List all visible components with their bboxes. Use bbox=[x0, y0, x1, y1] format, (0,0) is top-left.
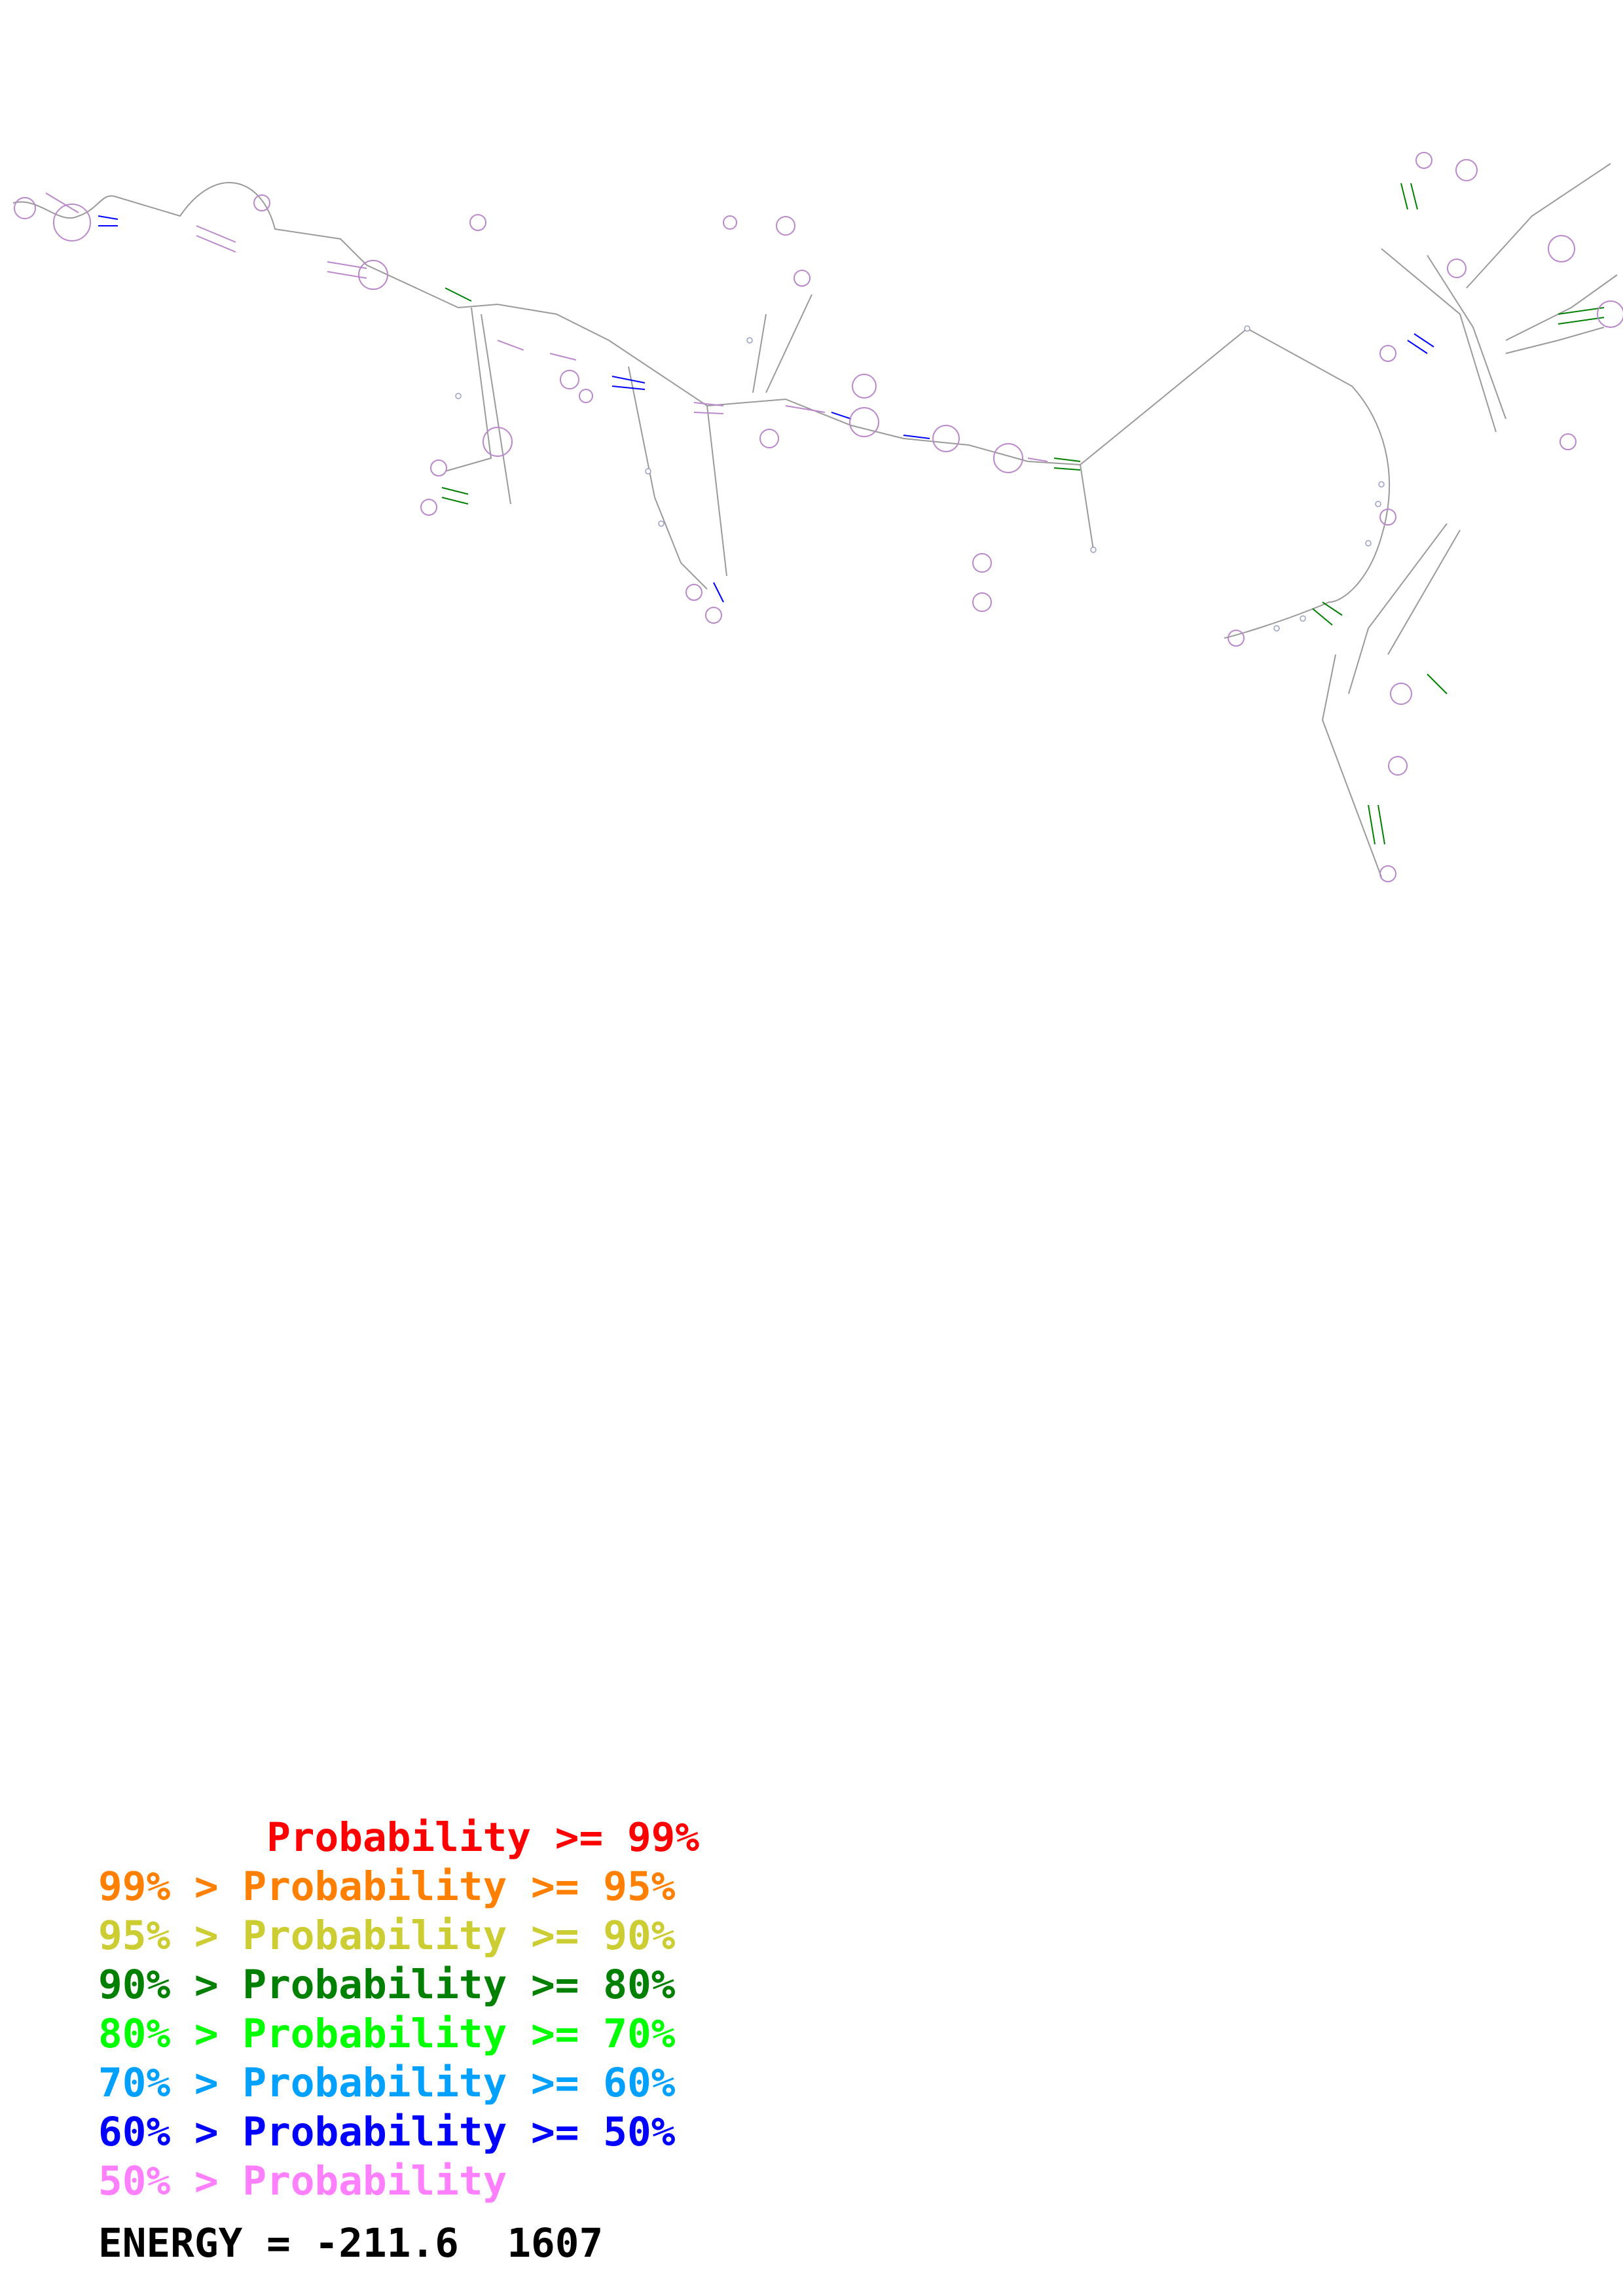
base-marker bbox=[455, 393, 462, 399]
base-marker bbox=[1375, 501, 1381, 507]
rna-helices bbox=[45, 183, 1605, 845]
helix-10 bbox=[831, 412, 930, 439]
base-marker bbox=[1378, 481, 1385, 488]
helix-15 bbox=[1400, 183, 1418, 210]
helix-18 bbox=[1427, 673, 1448, 694]
internal-loop-10 bbox=[1390, 683, 1412, 705]
hairpin-loop-21 bbox=[1228, 630, 1245, 647]
hairpin-loop-16 bbox=[1379, 345, 1396, 362]
hairpin-loop-15 bbox=[1415, 152, 1432, 169]
backbone-segment-right bbox=[1080, 327, 1391, 639]
internal-loop-11 bbox=[1455, 159, 1478, 181]
backbone-branch-2 bbox=[628, 366, 727, 590]
backbone-branch-3 bbox=[752, 294, 812, 393]
backbone-branch-1 bbox=[445, 307, 511, 505]
helix-20 bbox=[713, 582, 724, 603]
hairpin-loop-11 bbox=[972, 553, 992, 573]
helix-14 bbox=[1558, 307, 1605, 325]
helix-19 bbox=[441, 487, 469, 505]
legend-item-8: 50% > Probability bbox=[98, 2158, 507, 2204]
helix-5 bbox=[445, 287, 472, 302]
internal-loop-6 bbox=[849, 407, 879, 437]
helix-17 bbox=[1368, 804, 1385, 845]
hairpin-loop-14 bbox=[705, 607, 722, 624]
hairpin-loop-5 bbox=[420, 499, 437, 516]
hairpin-loop-1 bbox=[14, 197, 36, 219]
helix-13 bbox=[1312, 601, 1343, 626]
legend-item-6: 70% > Probability >= 60% bbox=[98, 2060, 676, 2106]
legend-item-4: 90% > Probability >= 80% bbox=[98, 1962, 676, 2008]
backbone-branch-5 bbox=[1381, 248, 1506, 433]
helix-1 bbox=[45, 192, 79, 213]
hairpin-loop-12 bbox=[972, 592, 992, 612]
hairpin-loop-2 bbox=[253, 194, 270, 211]
hairpin-loop-23 bbox=[1379, 865, 1396, 882]
backbone-branch-4 bbox=[1080, 464, 1094, 550]
backbone-branch-7 bbox=[1321, 654, 1382, 878]
helix-9 bbox=[785, 405, 826, 413]
probability-legend: Probability >= 99% 99% > Probability >= 9… bbox=[98, 1813, 699, 2206]
hairpin-loop-20 bbox=[1379, 509, 1396, 526]
legend-item-3: 95% > Probability >= 90% bbox=[98, 1912, 676, 1959]
hairpin-loop-8 bbox=[776, 216, 795, 236]
legend-item-7: 60% > Probability >= 50% bbox=[98, 2109, 676, 2155]
hairpin-loop-4 bbox=[430, 459, 447, 476]
legend-item-5: 80% > Probability >= 70% bbox=[98, 2011, 676, 2057]
backbone-branch-9 bbox=[1505, 327, 1605, 354]
helix-2 bbox=[98, 215, 119, 226]
energy-label: ENERGY = -211.6 1607 bbox=[98, 2220, 604, 2267]
internal-loop-9 bbox=[1548, 235, 1575, 262]
hairpin-loop-17 bbox=[1447, 259, 1467, 278]
hairpin-loop-10 bbox=[759, 429, 779, 448]
backbone-branch-6 bbox=[1348, 523, 1461, 694]
internal-loop-7 bbox=[932, 425, 960, 452]
base-marker bbox=[1273, 625, 1280, 632]
base-marker bbox=[746, 337, 753, 344]
legend-item-1: Probability >= 99% bbox=[98, 1814, 700, 1861]
internal-loop-2 bbox=[358, 260, 388, 290]
rna-base-markers bbox=[455, 325, 1385, 632]
rna-secondary-structure bbox=[12, 152, 1623, 882]
hairpin-loop-6 bbox=[579, 389, 593, 403]
hairpin-loop-18 bbox=[1597, 300, 1623, 328]
helix-6 bbox=[497, 340, 577, 361]
hairpin-loop-7 bbox=[723, 215, 737, 230]
backbone-branch-8 bbox=[1466, 163, 1618, 341]
hairpin-loop-22 bbox=[1388, 756, 1408, 776]
helix-12 bbox=[1053, 457, 1081, 471]
helix-3 bbox=[196, 225, 236, 253]
rna-backbone bbox=[12, 163, 1618, 878]
internal-loop-8 bbox=[993, 443, 1023, 473]
base-marker bbox=[645, 468, 651, 475]
backbone-segment-left bbox=[12, 182, 1081, 465]
hairpin-loop-19 bbox=[1559, 433, 1577, 450]
hairpin-loop-13 bbox=[685, 584, 702, 601]
hairpin-loop-9 bbox=[793, 270, 811, 287]
base-marker bbox=[1244, 325, 1250, 332]
helix-16 bbox=[1407, 333, 1434, 354]
base-marker bbox=[1090, 547, 1097, 553]
helix-4 bbox=[327, 261, 367, 279]
helix-11 bbox=[1027, 457, 1048, 462]
rna-loops bbox=[14, 152, 1623, 882]
internal-loop-4 bbox=[560, 370, 579, 389]
helix-8 bbox=[693, 402, 724, 414]
base-marker bbox=[1300, 615, 1306, 622]
internal-loop-5 bbox=[852, 374, 877, 399]
base-marker bbox=[658, 520, 665, 527]
internal-loop-3 bbox=[483, 427, 513, 457]
hairpin-loop-3 bbox=[469, 214, 486, 231]
base-marker bbox=[1365, 540, 1372, 547]
legend-item-2: 99% > Probability >= 95% bbox=[98, 1863, 676, 1910]
internal-loop-1 bbox=[53, 204, 91, 242]
helix-7 bbox=[611, 376, 646, 390]
